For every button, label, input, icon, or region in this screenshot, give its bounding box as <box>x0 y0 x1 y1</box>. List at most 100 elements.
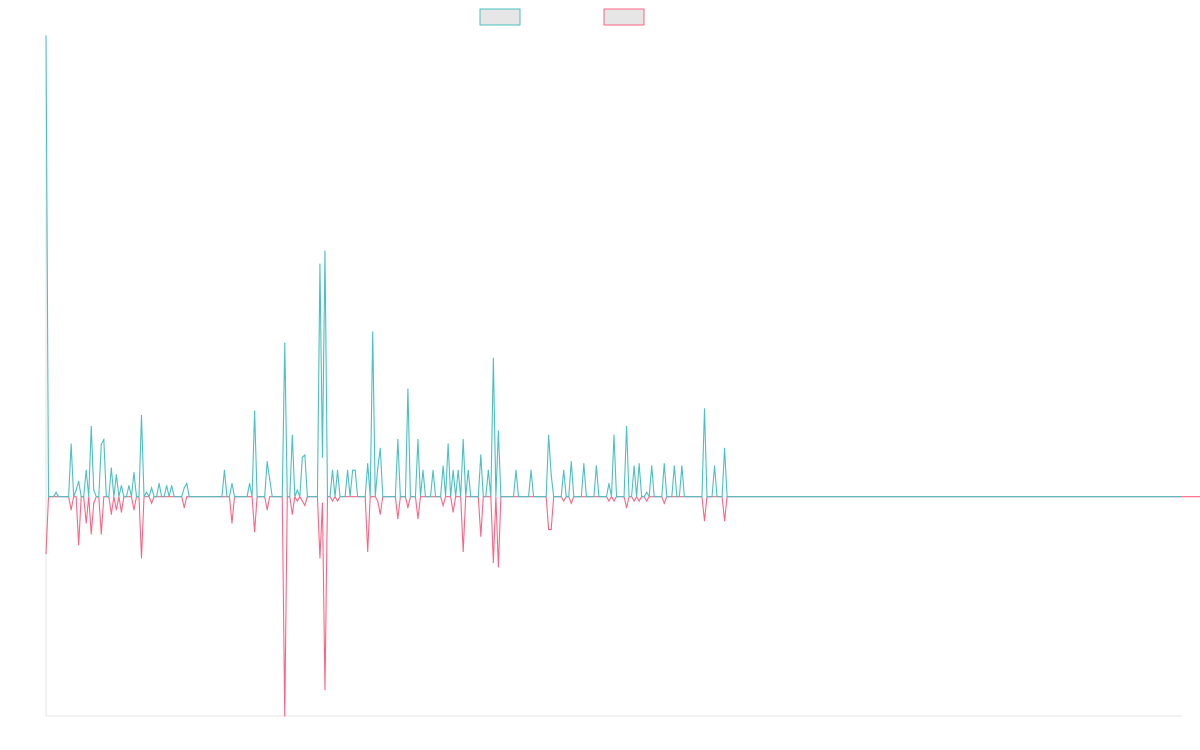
data-point[interactable] <box>377 500 379 502</box>
data-point[interactable] <box>284 342 286 344</box>
data-point[interactable] <box>723 520 726 522</box>
data-point[interactable] <box>266 509 268 511</box>
data-point[interactable] <box>372 331 374 333</box>
data-point[interactable] <box>266 460 268 463</box>
data-point[interactable] <box>417 517 419 520</box>
data-point[interactable] <box>120 511 122 513</box>
data-point[interactable] <box>100 443 102 445</box>
data-point[interactable] <box>296 489 298 491</box>
data-point[interactable] <box>442 504 444 507</box>
data-point[interactable] <box>613 434 615 436</box>
data-point[interactable] <box>548 434 550 436</box>
data-point[interactable] <box>133 471 135 474</box>
data-point[interactable] <box>331 500 334 502</box>
data-point[interactable] <box>171 485 173 487</box>
data-point[interactable] <box>457 469 459 471</box>
data-point[interactable] <box>291 434 293 436</box>
data-point[interactable] <box>673 465 675 467</box>
data-point[interactable] <box>703 520 706 522</box>
data-point[interactable] <box>115 474 117 476</box>
data-point[interactable] <box>397 517 399 520</box>
data-point[interactable] <box>70 443 72 445</box>
data-point[interactable] <box>284 715 286 717</box>
data-point[interactable] <box>422 469 424 471</box>
data-point[interactable] <box>570 502 572 504</box>
data-point[interactable] <box>110 467 112 469</box>
legend-item[interactable] <box>603 8 645 26</box>
data-point[interactable] <box>352 469 354 471</box>
data-point[interactable] <box>497 566 499 568</box>
data-point[interactable] <box>638 463 640 465</box>
data-point[interactable] <box>231 522 233 524</box>
data-point[interactable] <box>140 414 143 417</box>
data-point[interactable] <box>183 487 185 489</box>
data-point[interactable] <box>379 513 381 515</box>
data-point[interactable] <box>85 469 87 471</box>
data-point[interactable] <box>321 456 324 458</box>
data-point[interactable] <box>377 467 379 469</box>
data-point[interactable] <box>462 439 464 441</box>
data-point[interactable] <box>550 474 552 476</box>
data-point[interactable] <box>417 439 419 441</box>
data-point[interactable] <box>336 469 339 471</box>
data-point[interactable] <box>447 443 449 445</box>
data-point[interactable] <box>367 463 369 465</box>
data-point[interactable] <box>442 465 444 467</box>
data-point[interactable] <box>497 430 499 432</box>
data-point[interactable] <box>304 504 306 507</box>
data-point[interactable] <box>133 509 135 511</box>
data-point[interactable] <box>487 469 489 471</box>
data-point[interactable] <box>608 482 610 485</box>
data-point[interactable] <box>55 491 57 493</box>
data-point[interactable] <box>90 425 92 428</box>
data-point[interactable] <box>45 35 47 37</box>
data-point[interactable] <box>625 507 628 509</box>
data-point[interactable] <box>613 500 615 502</box>
data-point[interactable] <box>530 469 532 471</box>
data-point[interactable] <box>452 511 454 513</box>
data-point[interactable] <box>75 489 77 491</box>
data-point[interactable] <box>100 533 102 535</box>
data-point[interactable] <box>467 469 469 471</box>
data-point[interactable] <box>367 550 369 553</box>
data-point[interactable] <box>608 500 610 502</box>
data-point[interactable] <box>492 561 494 564</box>
data-point[interactable] <box>492 357 494 360</box>
data-point[interactable] <box>254 531 256 533</box>
data-point[interactable] <box>354 469 356 471</box>
data-point[interactable] <box>346 469 349 471</box>
data-point[interactable] <box>595 465 598 467</box>
data-point[interactable] <box>93 489 95 491</box>
data-point[interactable] <box>336 500 339 502</box>
data-point[interactable] <box>663 502 665 504</box>
data-point[interactable] <box>633 465 635 467</box>
data-point[interactable] <box>324 250 326 252</box>
data-point[interactable] <box>301 500 303 502</box>
data-point[interactable] <box>231 482 233 485</box>
data-point[interactable] <box>550 528 552 531</box>
data-point[interactable] <box>324 689 326 691</box>
data-point[interactable] <box>651 465 653 467</box>
legend-item[interactable] <box>479 8 521 26</box>
data-point[interactable] <box>115 509 117 511</box>
data-point[interactable] <box>646 500 648 502</box>
data-point[interactable] <box>407 507 409 509</box>
data-point[interactable] <box>321 502 324 504</box>
data-point[interactable] <box>103 439 105 441</box>
data-point[interactable] <box>93 502 95 504</box>
data-point[interactable] <box>583 463 585 465</box>
data-point[interactable] <box>432 469 434 471</box>
data-point[interactable] <box>296 500 298 502</box>
data-point[interactable] <box>145 491 148 493</box>
data-point[interactable] <box>78 480 80 482</box>
data-point[interactable] <box>120 485 122 487</box>
data-point[interactable] <box>407 388 409 390</box>
data-point[interactable] <box>563 500 565 502</box>
data-point[interactable] <box>269 478 271 480</box>
data-point[interactable] <box>319 263 321 265</box>
data-point[interactable] <box>158 482 160 485</box>
data-point[interactable] <box>681 465 683 467</box>
data-point[interactable] <box>462 550 464 553</box>
data-point[interactable] <box>723 447 726 449</box>
data-point[interactable] <box>625 425 628 428</box>
